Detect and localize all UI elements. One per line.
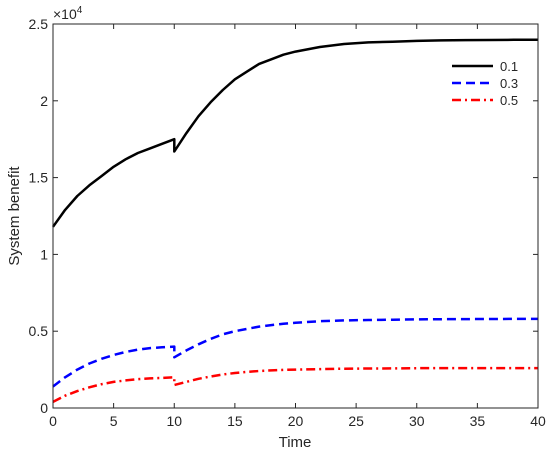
x-tick-label: 25 (348, 413, 364, 429)
series-line-0.5 (52, 366, 538, 404)
x-tick-label: 40 (530, 413, 546, 429)
legend-label: 0.5 (500, 93, 518, 108)
x-axis-ticks: 0 5 10 15 20 25 30 35 40 (49, 24, 546, 429)
y-tick-label: 0 (40, 400, 48, 416)
x-tick-label: 15 (227, 413, 243, 429)
x-tick-label: 5 (110, 413, 118, 429)
y-exponent-base: ×10 (53, 6, 77, 22)
legend-label: 0.1 (500, 59, 518, 74)
y-axis-exponent: ×104 (53, 5, 83, 22)
series-layer (51, 38, 539, 404)
y-axis-ticks: 0 0.5 1 1.5 2 2.5 (29, 16, 538, 416)
x-tick-label: 0 (49, 413, 57, 429)
y-axis-label: System benefit (6, 166, 23, 266)
x-tick-label: 20 (288, 413, 304, 429)
series-line-0.3 (52, 317, 538, 388)
y-tick-label: 1.5 (29, 170, 49, 186)
legend: 0.1 0.3 0.5 (398, 55, 532, 115)
legend-label: 0.3 (500, 76, 518, 91)
y-tick-label: 2 (40, 93, 48, 109)
x-tick-label: 30 (409, 413, 425, 429)
y-tick-label: 0.5 (29, 323, 49, 339)
x-tick-label: 10 (166, 413, 182, 429)
legend-entries: 0.1 0.3 0.5 (452, 59, 518, 108)
series-line-0.1 (51, 38, 539, 228)
y-tick-label: 2.5 (29, 16, 49, 32)
x-axis-label: Time (279, 434, 312, 451)
y-exponent-power: 4 (77, 5, 83, 16)
x-tick-label: 35 (470, 413, 486, 429)
y-tick-label: 1 (40, 246, 48, 262)
